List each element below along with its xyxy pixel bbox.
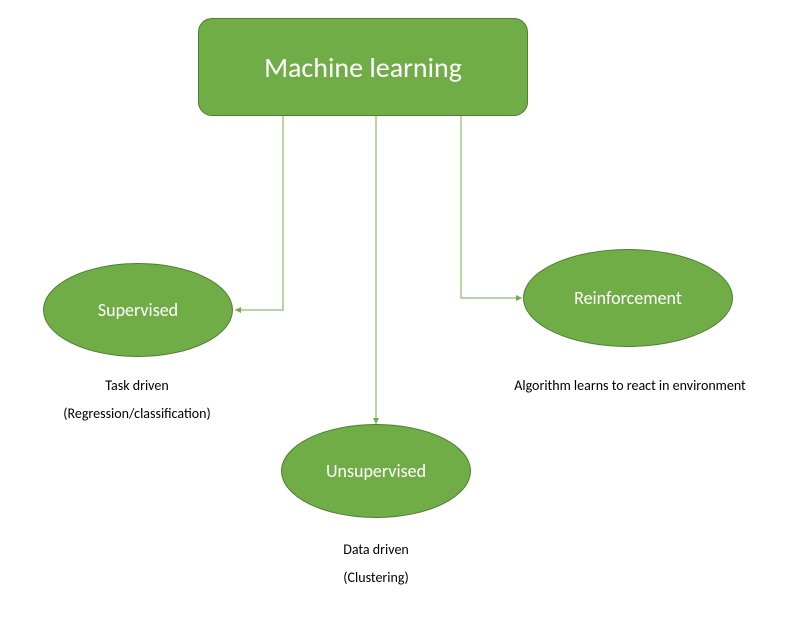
node-label-reinforcement: Reinforcement [574,287,682,309]
caption-supervised: Task driven(Regression/classification) [63,372,210,428]
caption-line2-unsupervised: (Clustering) [343,564,409,592]
root-node-machine-learning: Machine learning [198,18,528,116]
caption-reinforcement: Algorithm learns to react in environment [514,372,746,400]
root-label: Machine learning [264,50,462,85]
connector-supervised [235,116,283,310]
connector-reinforcement [461,116,522,298]
caption-line1-supervised: Task driven [63,372,210,400]
connectors [235,116,522,424]
caption-line1-unsupervised: Data driven [343,536,409,564]
node-unsupervised: Unsupervised [281,424,471,518]
caption-line2-supervised: (Regression/classification) [63,400,210,428]
node-label-supervised: Supervised [98,299,178,321]
node-supervised: Supervised [43,263,233,357]
caption-line1-reinforcement: Algorithm learns to react in environment [514,372,746,400]
node-reinforcement: Reinforcement [523,249,733,347]
node-label-unsupervised: Unsupervised [326,460,426,482]
caption-unsupervised: Data driven(Clustering) [343,536,409,592]
